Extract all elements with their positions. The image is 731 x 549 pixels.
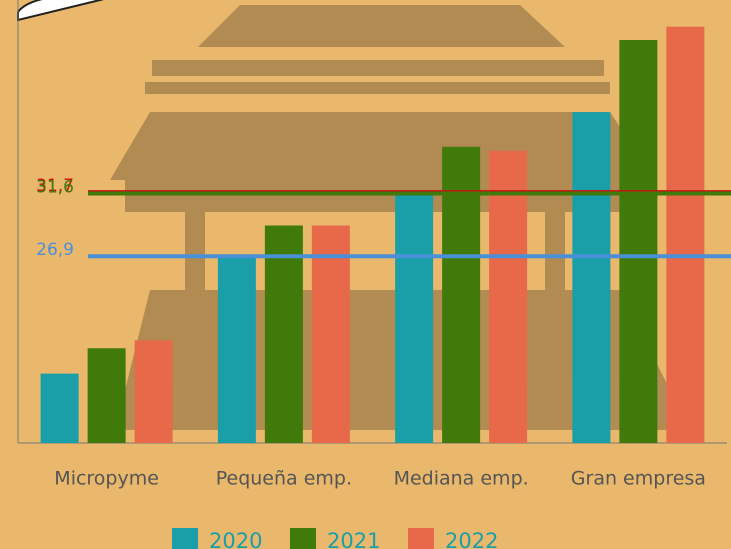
- legend-label: 2020: [209, 529, 262, 549]
- bar: [264, 225, 303, 443]
- legend-label: 2021: [327, 529, 380, 549]
- legend-label: 2022: [445, 529, 498, 549]
- x-tick-label: Mediana emp.: [394, 468, 529, 490]
- legend-swatch: [408, 528, 434, 549]
- x-tick-label: Pequeña emp.: [216, 468, 352, 490]
- bar: [87, 348, 126, 443]
- x-tick-label: Micropyme: [54, 468, 159, 490]
- bar: [311, 225, 350, 443]
- reference-label: 31,7: [36, 176, 74, 196]
- bubble-decoration: [17, 0, 104, 22]
- bar: [489, 150, 528, 443]
- bar: [666, 26, 705, 444]
- bar: [619, 40, 658, 443]
- legend-swatch: [172, 528, 198, 549]
- x-tick-label: Gran empresa: [571, 468, 706, 490]
- bar: [40, 373, 79, 443]
- bar: [572, 112, 611, 443]
- bar: [395, 194, 434, 443]
- reference-label: 26,9: [36, 240, 74, 260]
- bar: [217, 256, 256, 443]
- reference-label: 31,6: [36, 177, 74, 197]
- legend-swatch: [290, 528, 316, 549]
- bar: [134, 340, 173, 443]
- bar: [442, 146, 481, 444]
